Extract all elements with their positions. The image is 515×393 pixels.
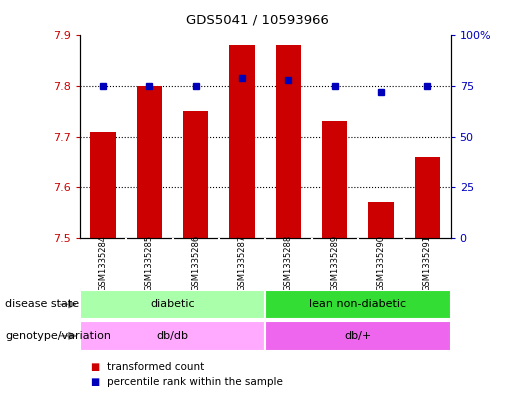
Bar xyxy=(183,111,209,238)
Bar xyxy=(415,157,440,238)
Text: GSM1335288: GSM1335288 xyxy=(284,235,293,292)
Text: disease state: disease state xyxy=(5,299,79,309)
Bar xyxy=(322,121,348,238)
Text: GSM1335284: GSM1335284 xyxy=(98,235,108,291)
Text: GSM1335290: GSM1335290 xyxy=(376,235,386,291)
Bar xyxy=(265,290,451,319)
Text: percentile rank within the sample: percentile rank within the sample xyxy=(107,377,283,387)
Text: genotype/variation: genotype/variation xyxy=(5,331,111,341)
Text: db/db: db/db xyxy=(157,331,188,341)
Text: GSM1335289: GSM1335289 xyxy=(330,235,339,291)
Bar xyxy=(80,321,265,351)
Bar xyxy=(265,321,451,351)
Bar xyxy=(80,290,265,319)
Bar xyxy=(90,132,116,238)
Text: lean non-diabetic: lean non-diabetic xyxy=(310,299,406,309)
Text: GSM1335285: GSM1335285 xyxy=(145,235,154,291)
Bar xyxy=(368,202,394,238)
Text: GSM1335291: GSM1335291 xyxy=(423,235,432,291)
Text: GSM1335286: GSM1335286 xyxy=(191,235,200,292)
Text: diabetic: diabetic xyxy=(150,299,195,309)
Text: GSM1335287: GSM1335287 xyxy=(237,235,247,292)
Text: ■: ■ xyxy=(90,377,99,387)
Bar xyxy=(229,46,255,238)
Bar xyxy=(276,46,301,238)
Text: db/+: db/+ xyxy=(345,331,371,341)
Bar xyxy=(136,86,162,238)
Text: transformed count: transformed count xyxy=(107,362,204,373)
Text: ■: ■ xyxy=(90,362,99,373)
Text: GDS5041 / 10593966: GDS5041 / 10593966 xyxy=(186,14,329,27)
